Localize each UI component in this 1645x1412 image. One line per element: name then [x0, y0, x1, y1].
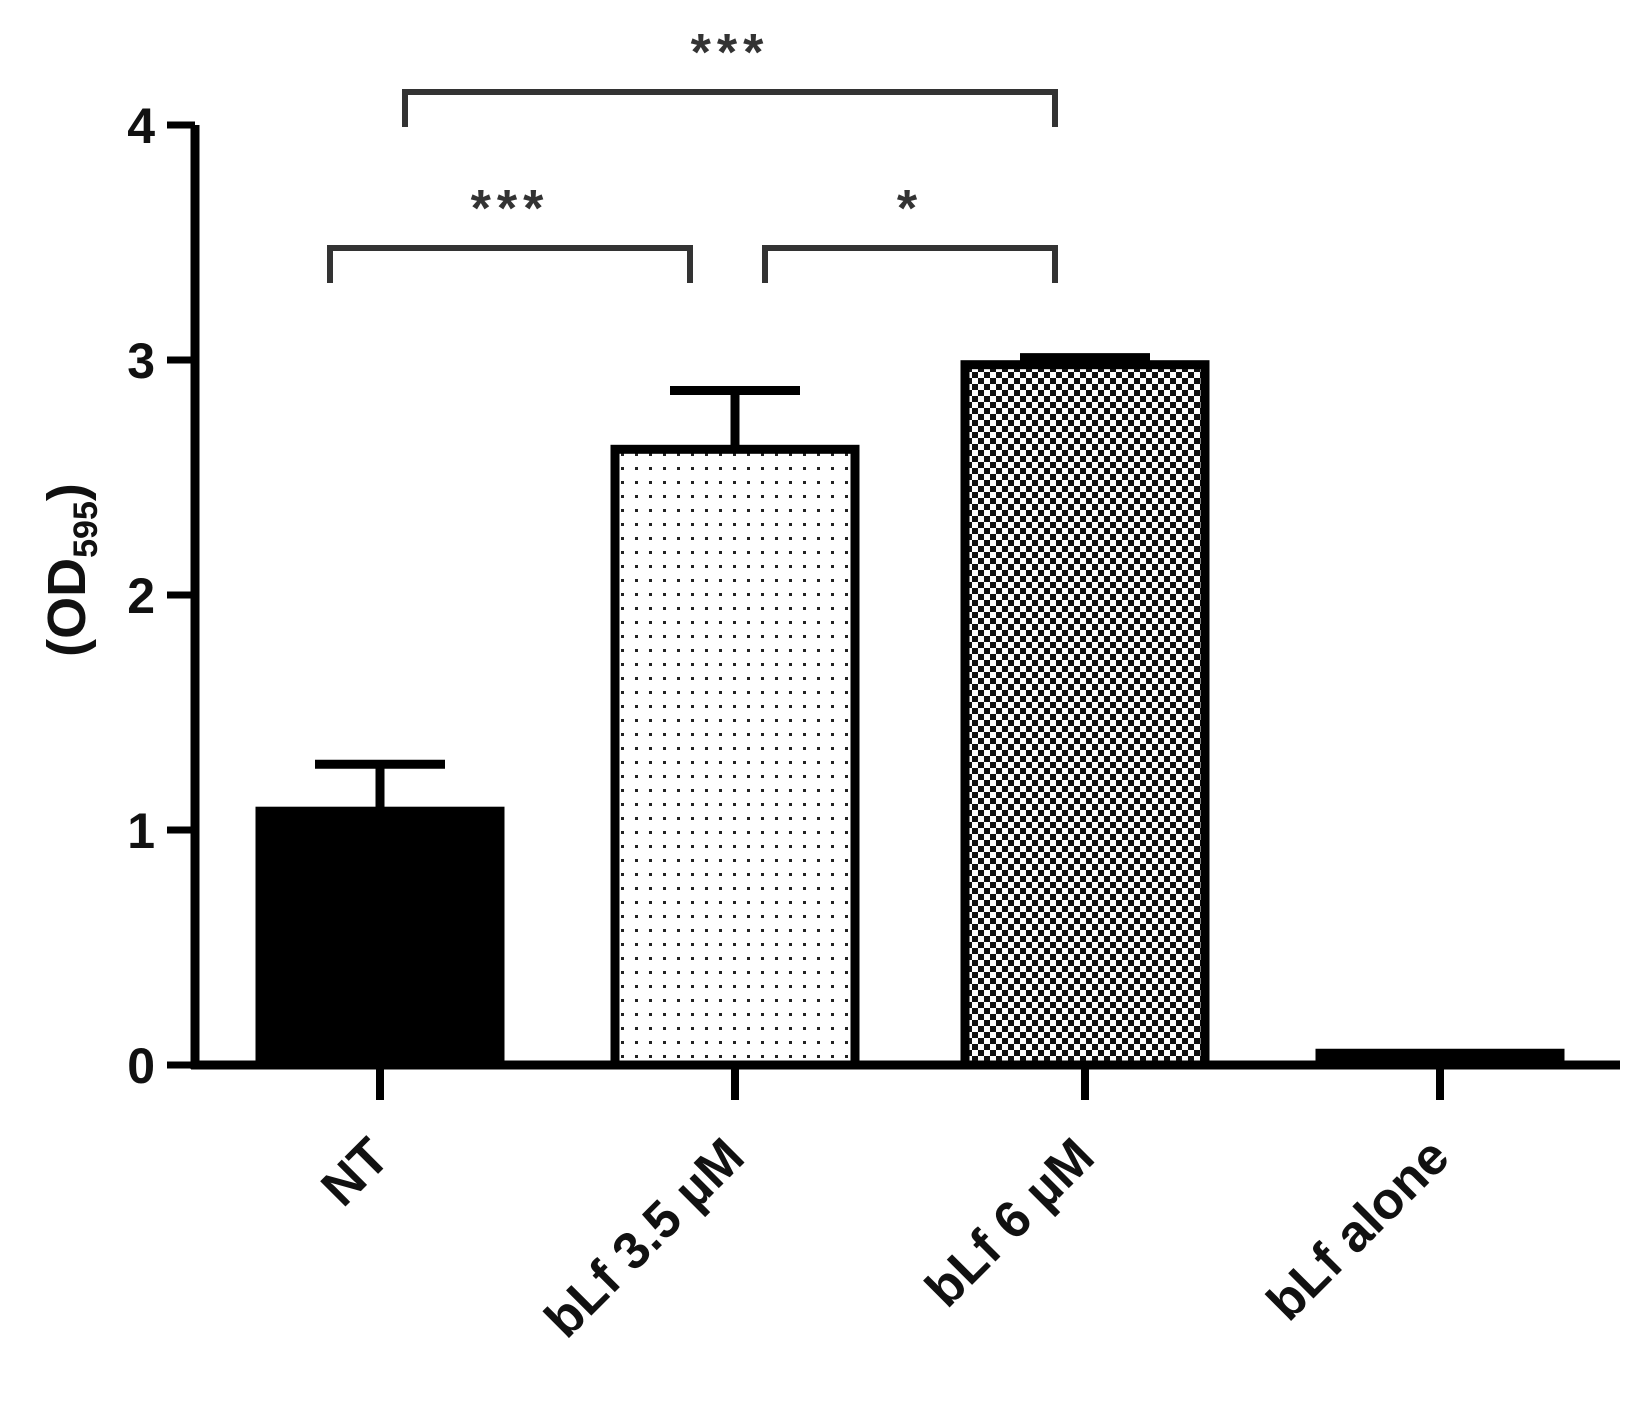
- significance-label-2: *: [897, 180, 923, 238]
- x-category-label-2: bLf 6 µM: [915, 1127, 1106, 1318]
- significance-bracket-2: [762, 245, 1058, 283]
- significance-bracket-1: [327, 245, 693, 283]
- bar-2: [960, 360, 1210, 1070]
- y-axis-title-subscript: 595: [67, 501, 105, 558]
- y-tick-label-4: 4: [127, 98, 155, 154]
- y-tick-label-3: 3: [127, 333, 155, 389]
- y-tick-label-2: 2: [127, 568, 155, 624]
- x-category-label-3: bLf alone: [1256, 1127, 1460, 1331]
- y-axis-title-close: ): [37, 483, 97, 501]
- bars-layer: [255, 360, 1565, 1070]
- y-tick-label-1: 1: [127, 803, 155, 859]
- significance-label-0: ***: [691, 24, 770, 82]
- y-axis-title: (OD595): [37, 483, 105, 657]
- x-category-labels: NT bLf 3.5 µM bLf 6 µM bLf alone: [310, 1065, 1460, 1349]
- error-bars-layer: [315, 353, 1150, 812]
- x-category-label-0: NT: [310, 1127, 400, 1217]
- y-tick-label-0: 0: [127, 1038, 155, 1094]
- significance-bracket-0: [402, 89, 1058, 127]
- y-ticks-layer: 0 1 2 3 4: [127, 98, 195, 1094]
- significance-brackets: ****** *: [327, 24, 1058, 283]
- bar-0: [255, 806, 505, 1070]
- bar-1: [610, 444, 860, 1070]
- y-axis-title-main: (OD: [37, 558, 97, 657]
- significance-label-1: ***: [471, 180, 550, 238]
- x-category-label-1: bLf 3.5 µM: [534, 1127, 756, 1349]
